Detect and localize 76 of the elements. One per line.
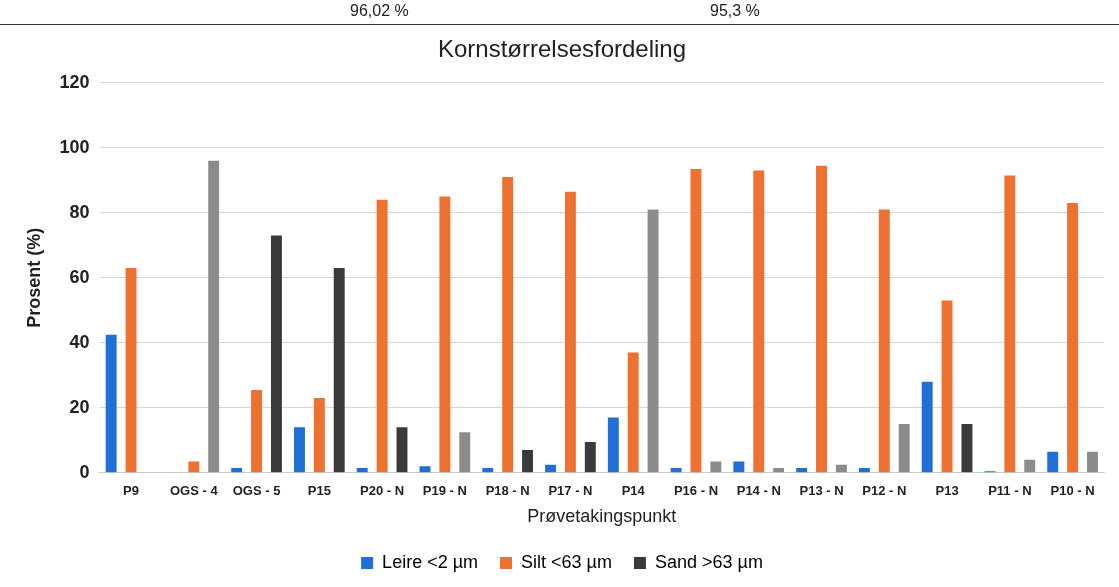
bar (878, 209, 890, 473)
y-tick-label: 80 (69, 201, 90, 222)
bar (564, 191, 576, 473)
chart-title: Kornstørrelsesfordeling (437, 35, 687, 63)
x-tick-label: OGS - 5 (232, 483, 281, 499)
bar (1004, 175, 1016, 473)
x-tick-label: P12 - N (862, 483, 907, 499)
bar (396, 427, 408, 473)
y-tick-label: 100 (59, 136, 90, 157)
x-tick-label: P20 - N (360, 483, 405, 499)
y-tick-label: 0 (79, 461, 90, 482)
bar (1087, 451, 1098, 473)
bar (105, 334, 117, 473)
bar (270, 235, 282, 473)
y-axis-title: Prosent (%) (23, 227, 44, 328)
bar (208, 160, 220, 473)
bar (858, 467, 870, 473)
bar (670, 467, 682, 473)
bar (921, 381, 933, 473)
y-tick-label: 20 (69, 396, 90, 417)
bar (1067, 203, 1079, 473)
bar (710, 461, 722, 473)
legend-label: Leire <2 µm (382, 551, 479, 572)
x-tick-label: OGS - 4 (169, 483, 219, 499)
bar (502, 177, 514, 473)
bar (482, 467, 494, 473)
x-tick-label: P18 - N (485, 483, 530, 499)
bar (231, 467, 243, 473)
bar (188, 461, 200, 473)
bar (584, 441, 596, 473)
bar (627, 352, 639, 473)
bar (796, 467, 808, 473)
bar (545, 464, 557, 473)
bar (333, 268, 345, 473)
x-tick-label: P13 (935, 483, 959, 499)
bar (941, 300, 953, 473)
bar (1024, 459, 1036, 473)
bar (835, 464, 847, 473)
bar (522, 450, 533, 473)
x-tick-label: P16 - N (673, 483, 719, 499)
x-tick-label: P14 (621, 483, 646, 499)
bar (439, 196, 451, 473)
text: 95,3 % (710, 2, 760, 20)
x-tick-label: P15 (307, 483, 331, 499)
x-tick-label: P17 - N (548, 483, 593, 499)
bar (647, 209, 659, 473)
x-axis-title: Prøvetakingspunkt (527, 506, 677, 527)
bar (376, 199, 388, 473)
bar (690, 168, 702, 473)
bar (1047, 451, 1059, 473)
x-tick-label: P9 (123, 483, 139, 499)
legend-label: Silt <63 µm (521, 551, 612, 572)
bar (419, 466, 431, 473)
x-tick-label: P19 - N (422, 483, 467, 499)
y-tick-label: 40 (69, 331, 90, 352)
bar (898, 424, 910, 473)
bar (816, 165, 827, 473)
text: 96,02 % (350, 2, 409, 20)
bar (607, 417, 619, 473)
legend-label: Sand >63 µm (654, 551, 763, 572)
bar (459, 432, 471, 473)
bar (733, 461, 745, 473)
bar (293, 427, 305, 473)
bar (313, 398, 325, 473)
bar (125, 268, 137, 473)
bar (753, 170, 765, 473)
x-tick-label: P10 - N (1050, 483, 1095, 499)
bar (251, 389, 263, 473)
y-tick-label: 120 (59, 71, 90, 92)
bar (356, 467, 368, 473)
x-tick-label: P14 - N (736, 483, 781, 499)
x-tick-label: P13 - N (799, 483, 844, 499)
bar (773, 467, 785, 473)
x-tick-label: P11 - N (988, 483, 1032, 499)
bar (961, 424, 973, 473)
y-tick-label: 60 (69, 266, 90, 287)
